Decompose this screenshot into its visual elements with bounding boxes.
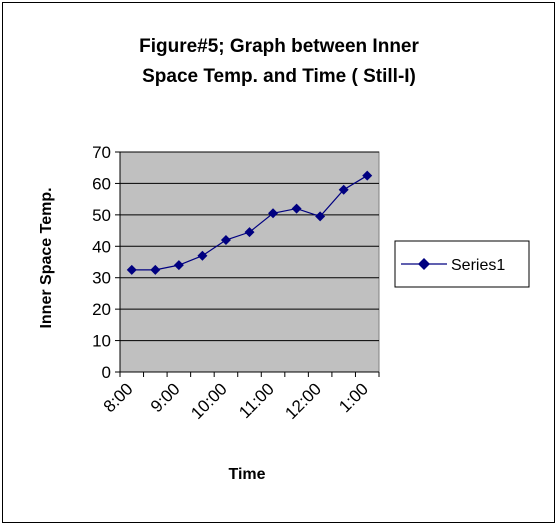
data-point-marker [268, 208, 279, 219]
chart-title-line-2: Space Temp. and Time ( Still-I) [142, 66, 416, 87]
data-point-marker [197, 250, 208, 261]
x-axis: 8:00 9:00 10:00 11:00 12:00 1:00 [100, 371, 380, 423]
gridlines [120, 151, 379, 342]
y-axis-title: Inner Space Temp. [38, 187, 55, 328]
line-chart: Figure#5; Graph between Inner Space Temp… [38, 36, 530, 483]
x-tick-label: 1:00 [335, 379, 372, 416]
y-axis: 0 10 20 30 40 50 60 70 [92, 143, 121, 382]
data-point-marker [291, 203, 302, 214]
data-point-marker [338, 184, 349, 195]
plot-area [119, 151, 380, 373]
y-tick-label: 40 [92, 237, 111, 256]
x-tick-label: 10:00 [187, 379, 231, 423]
y-tick-label: 50 [92, 206, 111, 225]
x-tick-label: 9:00 [147, 379, 184, 416]
legend-label-series-1: Series1 [451, 257, 505, 274]
y-tick-label: 60 [92, 174, 111, 193]
data-point-marker [315, 211, 326, 222]
x-tick-label: 12:00 [281, 379, 325, 423]
y-tick-label: 70 [92, 143, 111, 162]
data-point-marker [150, 264, 161, 275]
data-point-marker [362, 170, 373, 181]
legend: Series1 [394, 240, 530, 288]
y-tick-label: 10 [92, 332, 111, 351]
chart-title-line-1: Figure#5; Graph between Inner [139, 36, 419, 57]
legend-marker-series-1 [418, 258, 430, 270]
x-tick-label: 8:00 [100, 379, 137, 416]
data-point-marker [173, 260, 184, 271]
chart-area: Figure#5; Graph between Inner Space Temp… [2, 2, 555, 523]
x-tick-label: 11:00 [235, 379, 278, 422]
x-axis-title: Time [228, 466, 265, 483]
data-point-marker [220, 235, 231, 245]
y-tick-label: 30 [92, 269, 111, 288]
y-tick-label: 0 [102, 363, 111, 382]
data-point-marker [244, 227, 255, 238]
y-tick-label: 20 [92, 300, 111, 319]
